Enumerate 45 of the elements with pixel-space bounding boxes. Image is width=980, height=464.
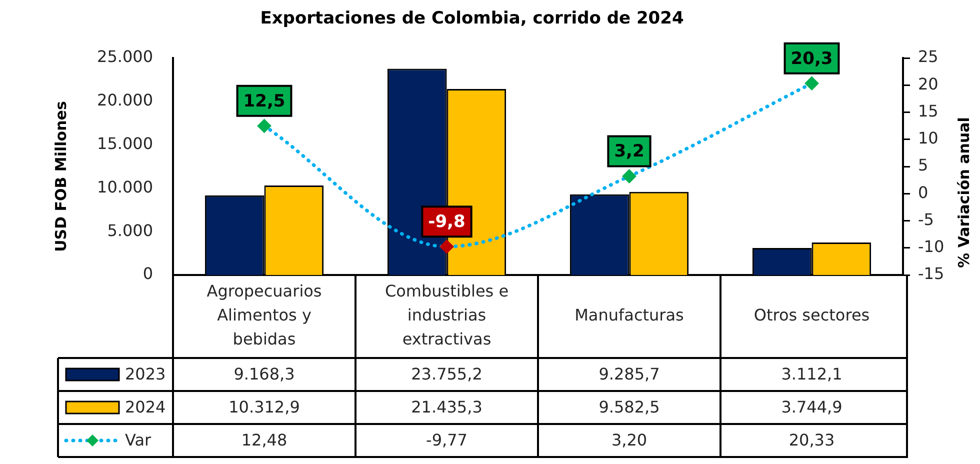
y2-tick-label: 20 xyxy=(918,74,938,94)
y-tick-label: 10.000 xyxy=(97,177,153,196)
point xyxy=(440,240,454,254)
chart-title: Exportaciones de Colombia, corrido de 2024 xyxy=(260,8,684,28)
annotation: 3,2 xyxy=(614,142,644,162)
x-tick-label: Agropecuarios Alimentos y bebidas xyxy=(206,282,322,349)
data-label: 3,20 xyxy=(611,430,648,450)
y-tick-label: 20.000 xyxy=(97,90,153,110)
data-label: 9.582,5 xyxy=(598,398,660,417)
data-label: 9.285,7 xyxy=(598,364,660,384)
data-label: 3.112,1 xyxy=(781,364,842,384)
legend-label: 2024 xyxy=(125,398,166,417)
x-tick-label: Manufacturas xyxy=(574,306,684,325)
y2-tick-label: 25 xyxy=(918,47,938,66)
data-label: 12,48 xyxy=(241,430,288,450)
y2-tick-label: 15 xyxy=(918,101,938,120)
point xyxy=(622,169,636,184)
annotation: 12,5 xyxy=(243,91,286,112)
data-label: 10.312,9 xyxy=(228,398,300,417)
y-tick-label: 15.000 xyxy=(97,134,153,153)
legend-label: 2023 xyxy=(125,364,166,384)
data-label: 23.755,2 xyxy=(411,364,482,384)
data-label: -9,77 xyxy=(426,430,468,450)
y-tick-label: 5.000 xyxy=(107,220,153,240)
legend-label: Var xyxy=(125,430,152,450)
y-tick-label: 0 xyxy=(142,264,153,284)
y-axis-title: USD FOB Millones xyxy=(52,101,70,252)
annotation: 20,3 xyxy=(790,48,833,69)
x-tick-label: Otros sectores xyxy=(754,306,870,325)
y2-tick-label: -10 xyxy=(918,237,944,256)
point xyxy=(257,118,272,133)
y2-tick-label: 10 xyxy=(918,128,938,148)
data-label: 9.168,3 xyxy=(234,364,295,384)
point xyxy=(804,76,819,90)
annotation: -9,8 xyxy=(428,212,466,232)
data-label: 20,33 xyxy=(788,430,835,450)
y2-tick-label: -5 xyxy=(918,210,934,229)
y2-axis-title: % Variación anual xyxy=(954,117,973,268)
y-tick-label: 25.000 xyxy=(97,47,153,66)
data-label: 3.744,9 xyxy=(781,398,842,417)
data-label: 21.435,3 xyxy=(411,398,482,417)
x-tick-label: Combustibles e industrias extractivas xyxy=(384,282,509,349)
y2-tick-label: 5 xyxy=(918,156,928,175)
y2-tick-label: -15 xyxy=(918,264,944,284)
y2-tick-label: 0 xyxy=(918,182,928,202)
